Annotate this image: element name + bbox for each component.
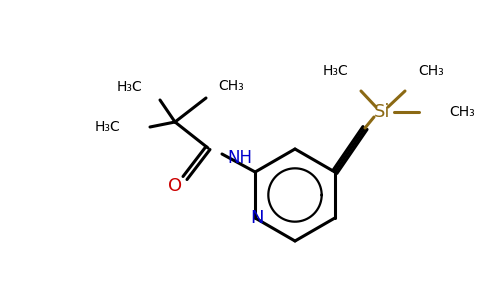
- Text: H₃C: H₃C: [322, 64, 348, 78]
- Text: CH₃: CH₃: [418, 64, 444, 78]
- Text: Si: Si: [374, 103, 390, 121]
- Text: CH₃: CH₃: [449, 105, 475, 119]
- Text: N: N: [250, 209, 264, 227]
- Text: NH: NH: [227, 149, 253, 167]
- Text: H₃C: H₃C: [116, 80, 142, 94]
- Text: O: O: [168, 177, 182, 195]
- Text: H₃C: H₃C: [94, 120, 120, 134]
- Text: CH₃: CH₃: [218, 79, 244, 93]
